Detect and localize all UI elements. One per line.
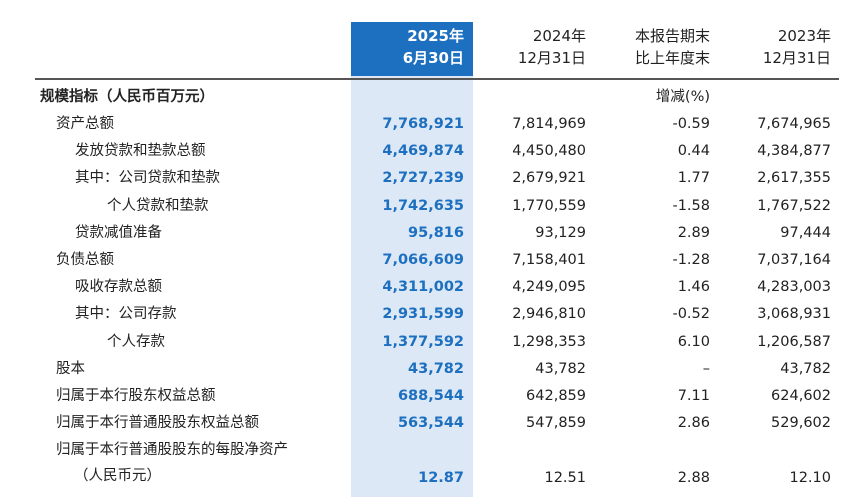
header-change: 本报告期末 比上年度末 bbox=[634, 27, 710, 67]
table-row: 吸收存款总额 4,311,002 4,249,095 1.46 4,283,003 bbox=[0, 274, 865, 301]
value-prior-year-end: 93,129 bbox=[535, 224, 586, 241]
table-row: 其中：公司贷款和垫款 2,727,239 2,679,921 1.77 2,617,35… bbox=[0, 165, 865, 192]
row-label: 其中：公司存款 bbox=[75, 306, 177, 323]
value-prior-year-end: 7,158,401 bbox=[512, 252, 586, 268]
value-prior2-year-end: 97,444 bbox=[780, 224, 831, 241]
table-row: 其中：公司存款 2,931,599 2,946,810 -0.52 3,068,931 bbox=[0, 301, 865, 328]
change-unit-label: 增减(%) bbox=[655, 89, 710, 105]
value-prior-year-end: 642,859 bbox=[526, 388, 586, 404]
row-label: 股本 bbox=[56, 360, 85, 377]
value-prior-year-end: 4,450,480 bbox=[512, 143, 586, 160]
value-prior2-year-end: 529,602 bbox=[771, 415, 831, 432]
row-label: 资产总额 bbox=[56, 116, 114, 132]
table-row: 贷款减值准备 95,816 93,129 2.89 97,444 bbox=[0, 220, 865, 247]
value-change: 7.11 bbox=[677, 388, 710, 404]
row-label: 其中：公司贷款和垫款 bbox=[75, 170, 220, 187]
row-label: 归属于本行普通股股东的每股净资产 （人民币元） bbox=[56, 442, 288, 485]
value-change: -0.59 bbox=[672, 116, 710, 132]
value-change: 2.89 bbox=[677, 224, 710, 241]
value-prior-year-end: 7,814,969 bbox=[512, 116, 586, 132]
value-change: 2.86 bbox=[677, 415, 710, 432]
value-change: – bbox=[702, 360, 710, 377]
section-header-row: 规模指标（人民币百万元） 增减(%) bbox=[0, 84, 865, 111]
row-label: 发放贷款和垫款总额 bbox=[75, 143, 206, 160]
value-prior-year-end: 2,679,921 bbox=[512, 170, 586, 187]
table-row: 负债总额 7,066,609 7,158,401 -1.28 7,037,164 bbox=[0, 247, 865, 274]
table-row: 归属于本行普通股股东权益总额 563,544 547,859 2.86 529,602 bbox=[0, 410, 865, 437]
header-divider bbox=[35, 78, 839, 80]
value-change: 1.46 bbox=[677, 279, 710, 296]
row-label: 个人存款 bbox=[107, 333, 165, 350]
table-row: 个人存款 1,377,592 1,298,353 6.10 1,206,587 bbox=[0, 329, 865, 356]
value-current: 1,377,592 bbox=[382, 333, 464, 350]
value-current: 688,544 bbox=[397, 388, 464, 404]
value-prior-year-end: 12.51 bbox=[544, 470, 586, 487]
row-label: 个人贷款和垫款 bbox=[107, 197, 209, 214]
value-prior2-year-end: 4,283,003 bbox=[757, 279, 831, 296]
value-current: 2,727,239 bbox=[382, 170, 464, 187]
value-prior-year-end: 547,859 bbox=[526, 415, 586, 432]
value-prior2-year-end: 43,782 bbox=[780, 360, 831, 377]
value-prior2-year-end: 624,602 bbox=[771, 388, 831, 404]
value-current: 563,544 bbox=[397, 415, 464, 432]
table-row: 资产总额 7,768,921 7,814,969 -0.59 7,674,965 bbox=[0, 111, 865, 138]
current-period-column-highlight bbox=[351, 22, 473, 497]
section-title: 规模指标（人民币百万元） bbox=[40, 89, 214, 105]
value-current: 2,931,599 bbox=[382, 306, 464, 323]
header-prior-year-end: 2024年 12月31日 bbox=[517, 27, 586, 67]
table-row: 个人贷款和垫款 1,742,635 1,770,559 -1.58 1,767,522 bbox=[0, 193, 865, 220]
value-current: 12.87 bbox=[418, 470, 464, 487]
value-prior-year-end: 4,249,095 bbox=[512, 279, 586, 296]
row-label: 归属于本行股东权益总额 bbox=[56, 388, 216, 404]
value-prior2-year-end: 12.10 bbox=[789, 470, 831, 487]
row-label: 吸收存款总额 bbox=[75, 279, 162, 296]
table-row: 归属于本行股东权益总额 688,544 642,859 7.11 624,602 bbox=[0, 383, 865, 410]
value-current: 95,816 bbox=[408, 224, 464, 241]
value-current: 7,768,921 bbox=[382, 116, 464, 132]
header-current-period: 2025年 6月30日 bbox=[402, 27, 464, 67]
value-current: 1,742,635 bbox=[382, 197, 464, 214]
value-prior2-year-end: 1,206,587 bbox=[757, 333, 831, 350]
value-prior2-year-end: 1,767,522 bbox=[757, 197, 831, 214]
row-label: 归属于本行普通股股东权益总额 bbox=[56, 415, 259, 432]
value-change: 6.10 bbox=[677, 333, 710, 350]
value-prior2-year-end: 7,674,965 bbox=[757, 116, 831, 132]
value-change: -1.58 bbox=[672, 197, 710, 214]
value-prior2-year-end: 2,617,355 bbox=[757, 170, 831, 187]
value-change: 1.77 bbox=[677, 170, 710, 187]
value-prior-year-end: 2,946,810 bbox=[512, 306, 586, 323]
value-change: 2.88 bbox=[677, 470, 710, 487]
value-prior-year-end: 1,770,559 bbox=[512, 197, 586, 214]
value-current: 7,066,609 bbox=[382, 252, 464, 268]
table-row: 发放贷款和垫款总额 4,469,874 4,450,480 0.44 4,384,877 bbox=[0, 138, 865, 165]
value-current: 43,782 bbox=[408, 360, 464, 377]
value-prior-year-end: 1,298,353 bbox=[512, 333, 586, 350]
header-prior2-year-end: 2023年 12月31日 bbox=[762, 27, 831, 67]
row-label: 负债总额 bbox=[56, 252, 114, 268]
value-prior2-year-end: 7,037,164 bbox=[757, 252, 831, 268]
value-change: -0.52 bbox=[672, 306, 710, 323]
value-prior-year-end: 43,782 bbox=[535, 360, 586, 377]
table-row: 股本 43,782 43,782 – 43,782 bbox=[0, 356, 865, 383]
current-period-header-box bbox=[351, 22, 473, 76]
value-current: 4,311,002 bbox=[382, 279, 464, 296]
value-prior2-year-end: 3,068,931 bbox=[757, 306, 831, 323]
table-row: 归属于本行普通股股东的每股净资产 （人民币元） 12.87 12.51 2.88 12.1… bbox=[0, 437, 865, 493]
row-label: 贷款减值准备 bbox=[75, 224, 162, 241]
value-change: -1.28 bbox=[672, 252, 710, 268]
value-change: 0.44 bbox=[677, 143, 710, 160]
value-current: 4,469,874 bbox=[382, 143, 464, 160]
value-prior2-year-end: 4,384,877 bbox=[757, 143, 831, 160]
